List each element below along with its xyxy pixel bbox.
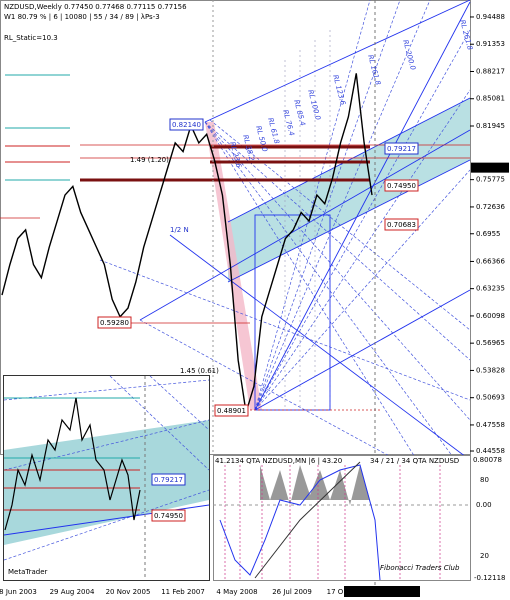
inset-label: 0.79217 — [154, 476, 183, 484]
y-tick-label: 0.85081 — [476, 95, 505, 103]
y-tick-label: 0.50693 — [476, 394, 505, 402]
x-tick-label: 17 O — [327, 588, 344, 596]
y-tick-label: 0.56965 — [476, 339, 505, 347]
x-tick-label: 26 Jul 2009 — [272, 588, 312, 596]
inset-brand: MetaTrader — [8, 568, 48, 576]
price-label: 0.70683 — [387, 221, 416, 229]
x-tick-label: 29 Aug 2004 — [50, 588, 95, 596]
symbol-line: NZDUSD,Weekly 0.77450 0.77468 0.77115 0.… — [4, 3, 187, 11]
indicator-header: 34 / 21 / 34 QTA NZDUSD — [370, 457, 459, 465]
x-tick-label: 20 Nov 2005 — [106, 588, 151, 596]
y-tick-label: 0.6955 — [476, 230, 501, 238]
inset-label: 0.74950 — [154, 512, 183, 520]
credit: Fibonacci Traders Club — [380, 564, 460, 572]
y-tick-label: 0.81945 — [476, 122, 505, 130]
resistance-bars — [80, 145, 370, 182]
price-label: 0.82140 — [172, 121, 201, 129]
indicator-axis-label: 0.80078 — [473, 456, 502, 464]
note: 1.49 (1.20) — [130, 156, 169, 164]
static-line: RL_Static=10.3 — [4, 34, 58, 42]
y-tick-label: 0.44558 — [476, 447, 505, 455]
time-box — [344, 586, 420, 597]
y-tick-label: 0.47558 — [476, 421, 505, 429]
y-tick-label: 0.63235 — [476, 285, 505, 293]
current-price: 0.77156 — [473, 164, 502, 172]
note: 1.45 (0.61) — [180, 367, 219, 375]
x-tick-label: 4 May 2008 — [216, 588, 257, 596]
price-line — [1, 73, 373, 413]
price-label: 0.74950 — [387, 182, 416, 190]
y-tick-label: 0.60098 — [476, 312, 505, 320]
indicator-axis-label: 20 — [480, 552, 489, 560]
indicator-axis-label: 0.00 — [476, 501, 492, 509]
indicator-axis-label: 80 — [480, 476, 489, 484]
indicator-header: 41.2134 QTA NZDUSD,MN |6 | 43.20 — [215, 457, 342, 465]
current-time: 2011.12.12 07:19 — [347, 588, 409, 596]
left-markers — [5, 74, 70, 181]
current-price-box — [471, 162, 509, 173]
y-tick-label: 0.72636 — [476, 203, 505, 211]
y-tick-label: 0.91353 — [476, 40, 505, 48]
indicator-pane: 41.2134 QTA NZDUSD,MN |6 | 43.20 34 / 21… — [213, 455, 505, 582]
fib-fan — [99, 0, 471, 546]
inset: 0.79217 0.74950 MetaTrader — [3, 375, 210, 581]
channel-lines — [139, 0, 471, 461]
y-tick-label: 0.66366 — [476, 257, 505, 265]
x-tick-label: 11 Feb 2007 — [161, 588, 205, 596]
x-tick-label: 8 Jun 2003 — [0, 588, 37, 596]
y-tick-label: 0.94488 — [476, 13, 505, 21]
y-tick-label: 0.88217 — [476, 67, 505, 75]
price-boxes: 0.82140 0.59280 0.48901 0.79217 0.74950 … — [97, 118, 419, 417]
price-label: 0.48901 — [217, 407, 246, 415]
indicator-axis-label: -0.12118 — [474, 574, 505, 582]
stats-line: W1 80.79 % | 6 | 10080 | 55 / 34 / 89 | … — [4, 13, 160, 21]
y-tick-label: 0.53828 — [476, 366, 505, 374]
price-label: 0.59280 — [100, 319, 129, 327]
y-tick-label: 0.75775 — [476, 176, 505, 184]
note: 1/2 N — [170, 226, 189, 234]
price-label: 0.79217 — [387, 145, 416, 153]
